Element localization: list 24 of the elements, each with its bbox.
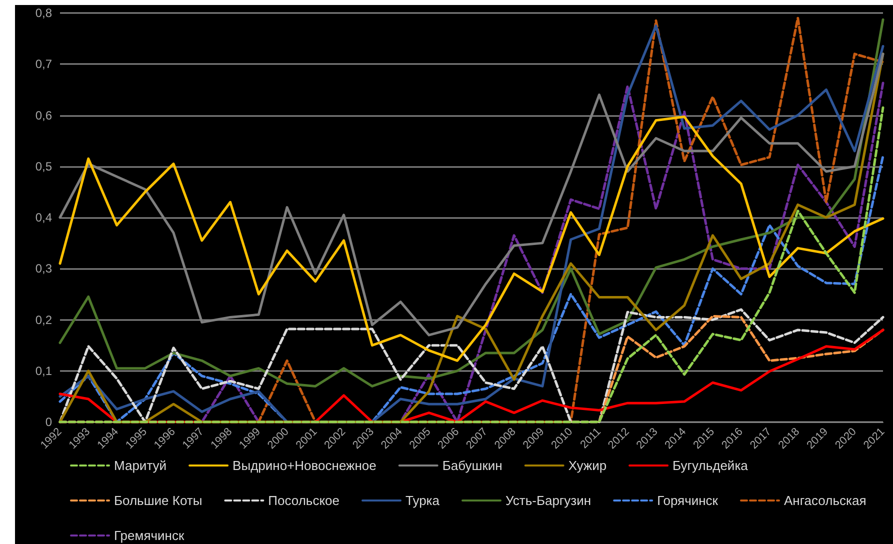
legend-label: Большие Коты [114, 493, 202, 508]
legend-label: Гремячинск [114, 528, 184, 543]
y-tick-label: 0 [45, 415, 52, 429]
legend-label: Горячинск [657, 493, 718, 508]
y-tick-label: 0,3 [35, 262, 52, 276]
legend-label: Усть-Баргузин [505, 493, 592, 508]
line-series [58, 116, 884, 362]
legend-label: Ангасольская [784, 493, 866, 508]
y-tick-label: 0,7 [35, 57, 52, 72]
y-tick-label: 0,1 [35, 364, 52, 378]
y-tick-label: 0,2 [35, 312, 52, 327]
line-series [58, 52, 884, 336]
legend-label: Бабушкин [442, 458, 502, 473]
line-series [58, 154, 884, 424]
y-tick-label: 0,6 [35, 108, 52, 122]
legend-label: Турка [406, 493, 440, 508]
legend-label: Посольское [268, 493, 340, 508]
legend-label: Бугульдейка [672, 458, 749, 473]
legend-label: Хужир [568, 458, 607, 473]
legend-label: Выдрино+Новоснежное [232, 458, 376, 473]
legend-label: Маритуй [114, 458, 167, 473]
y-tick-label: 0,8 [35, 6, 52, 20]
y-tick-label: 0,5 [35, 159, 52, 174]
y-tick-label: 0,4 [35, 210, 52, 224]
